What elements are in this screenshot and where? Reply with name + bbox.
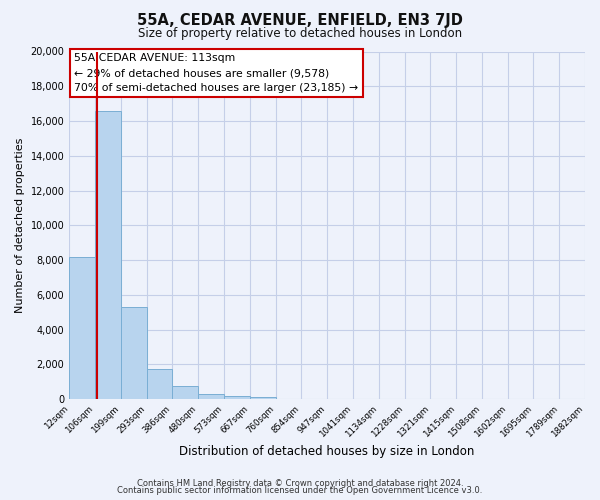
Bar [69, 256, 95, 399]
Bar [146, 368, 172, 399]
Text: Contains public sector information licensed under the Open Government Licence v3: Contains public sector information licen… [118, 486, 482, 495]
Bar [250, 398, 275, 399]
Bar [172, 386, 198, 399]
Text: 55A, CEDAR AVENUE, ENFIELD, EN3 7JD: 55A, CEDAR AVENUE, ENFIELD, EN3 7JD [137, 12, 463, 28]
Text: Contains HM Land Registry data © Crown copyright and database right 2024.: Contains HM Land Registry data © Crown c… [137, 478, 463, 488]
X-axis label: Distribution of detached houses by size in London: Distribution of detached houses by size … [179, 444, 475, 458]
Bar [198, 394, 224, 399]
Y-axis label: Number of detached properties: Number of detached properties [15, 138, 25, 313]
Bar [121, 307, 146, 399]
Bar [95, 110, 121, 399]
Text: 55A CEDAR AVENUE: 113sqm
← 29% of detached houses are smaller (9,578)
70% of sem: 55A CEDAR AVENUE: 113sqm ← 29% of detach… [74, 53, 359, 93]
Bar [224, 396, 250, 399]
Text: Size of property relative to detached houses in London: Size of property relative to detached ho… [138, 28, 462, 40]
